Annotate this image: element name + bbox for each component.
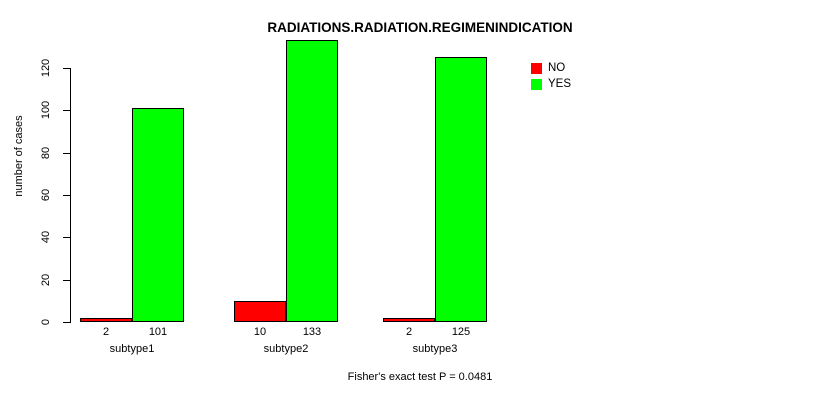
y-axis-tick <box>63 195 70 196</box>
y-axis-tick-label: 80 <box>34 147 58 159</box>
y-axis-tick-label-text: 0 <box>40 318 52 326</box>
y-axis-tick-label: 100 <box>34 101 58 120</box>
bar-subtype3-no[interactable] <box>383 317 435 322</box>
chart-legend: NO YES <box>531 60 571 92</box>
bar-value-label: 2 <box>102 326 110 338</box>
x-axis-group-label-subtype1: subtype1 <box>109 343 155 355</box>
y-axis-tick-label-text: 120 <box>40 58 52 78</box>
legend-label-yes: YES <box>548 77 572 90</box>
bar-subtype3-yes[interactable] <box>435 57 487 322</box>
y-axis-tick <box>63 152 70 154</box>
legend-label-no: NO <box>548 61 566 74</box>
bar-value-label: 125 <box>451 326 471 338</box>
y-axis-label: number of cases <box>13 115 25 197</box>
y-axis-tick-label-text: 40 <box>40 231 52 244</box>
bar-value-label: 133 <box>302 326 322 338</box>
bar-value-label: 101 <box>148 326 168 338</box>
y-axis-tick-label: 40 <box>34 231 58 243</box>
bar-subtype1-no[interactable] <box>80 317 132 322</box>
y-axis-tick <box>63 322 70 323</box>
x-axis-group-label-subtype2: subtype2 <box>263 343 309 355</box>
y-axis-tick-label-text: 20 <box>40 273 52 286</box>
bar-subtype2-no[interactable] <box>234 300 286 322</box>
bar-subtype2-yes[interactable] <box>286 40 338 322</box>
y-axis-tick <box>63 110 70 112</box>
y-axis-tick-label: 60 <box>34 189 58 201</box>
y-axis-tick-label-text: 60 <box>40 188 52 202</box>
statistical-annotation: Fisher's exact test P = 0.0481 <box>347 371 493 383</box>
y-axis-tick-label: 0 <box>34 316 58 328</box>
legend-swatch-no <box>531 62 542 74</box>
bar-subtype1-yes[interactable] <box>132 108 184 322</box>
legend-swatch-yes <box>531 78 542 90</box>
legend-item-no[interactable]: NO <box>531 60 571 76</box>
y-axis-tick-label-text: 100 <box>40 101 52 120</box>
y-axis-line <box>70 68 71 323</box>
bar-value-label: 10 <box>253 326 267 338</box>
chart-title: RADIATIONS.RADIATION.REGIMENINDICATION <box>267 20 573 35</box>
y-axis-tick <box>63 279 70 281</box>
y-axis-tick <box>63 237 70 239</box>
bar-value-label: 2 <box>405 326 413 338</box>
y-axis-tick <box>63 68 70 69</box>
y-axis-tick-label-text: 80 <box>40 146 52 159</box>
y-axis-tick-label: 120 <box>34 58 58 78</box>
y-axis-tick-label: 20 <box>34 274 58 286</box>
legend-item-yes[interactable]: YES <box>531 76 571 92</box>
x-axis-group-label-subtype3: subtype3 <box>412 343 458 355</box>
